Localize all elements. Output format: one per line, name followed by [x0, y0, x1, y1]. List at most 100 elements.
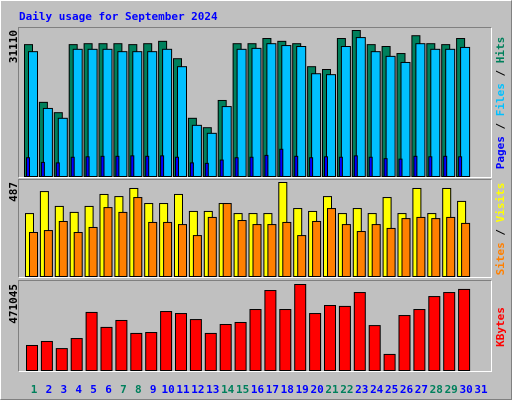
bar: [26, 344, 38, 371]
y-tick-label: 487: [7, 182, 20, 202]
bar: [175, 313, 187, 372]
bar: [132, 51, 143, 177]
x-tick-label: 24: [370, 383, 384, 396]
x-tick-label: 7: [120, 383, 127, 396]
bar: [57, 117, 68, 178]
x-tick-label: 15: [236, 383, 249, 396]
bar: [446, 216, 456, 277]
panel-bevel: [18, 179, 492, 278]
bar: [40, 340, 53, 371]
bar: [70, 338, 83, 372]
bar: [204, 162, 209, 177]
bar: [236, 48, 247, 177]
bar: [431, 218, 441, 277]
bar: [103, 207, 113, 278]
x-tick-label: 12: [191, 383, 204, 396]
x-tick-label: 1: [31, 383, 38, 396]
bar: [219, 159, 224, 178]
bar: [386, 227, 396, 277]
x-tick-label: 4: [75, 383, 82, 396]
bar: [340, 46, 351, 177]
legend-entry: Hits: [494, 37, 507, 64]
bar: [281, 45, 292, 178]
bar: [309, 157, 314, 178]
bar: [85, 156, 90, 177]
bar: [252, 224, 262, 278]
x-tick-label: 23: [355, 383, 368, 396]
legend-separator: /: [494, 222, 507, 242]
bar: [145, 332, 158, 372]
bar: [219, 323, 232, 372]
legend-entry: Sites: [494, 242, 507, 275]
bar: [428, 156, 433, 177]
bar: [353, 292, 366, 371]
bar: [383, 353, 396, 371]
bar: [42, 107, 53, 177]
bar: [398, 315, 411, 372]
bar: [267, 224, 277, 278]
bar: [443, 155, 448, 177]
bar: [100, 326, 113, 371]
x-tick-label: 10: [161, 383, 174, 396]
bar: [160, 155, 165, 178]
panel-bevel: [18, 27, 492, 178]
bar: [102, 48, 113, 177]
bar: [294, 155, 299, 177]
x-tick-label: 11: [176, 383, 190, 396]
bar: [338, 305, 351, 372]
bar: [264, 154, 269, 178]
bar: [458, 156, 463, 177]
bar: [222, 203, 232, 277]
bar: [368, 156, 373, 178]
bar: [400, 61, 411, 178]
bar: [356, 231, 366, 277]
bar: [428, 296, 441, 371]
bar: [413, 155, 418, 177]
x-tick-label: 31: [474, 383, 488, 396]
bar: [207, 216, 217, 277]
bar: [40, 161, 45, 178]
x-tick-label: 9: [150, 383, 157, 396]
bar: [160, 311, 173, 372]
x-tick-label: 8: [135, 383, 142, 396]
bar: [26, 157, 30, 178]
bar: [55, 348, 68, 372]
bar: [204, 332, 217, 371]
bar: [130, 155, 135, 178]
bar: [279, 309, 292, 372]
y-tick-label: 31110: [7, 30, 20, 63]
bar: [413, 309, 426, 372]
panel-bevel: [18, 280, 492, 372]
bar: [368, 325, 381, 372]
bar: [296, 46, 307, 177]
bar: [55, 162, 60, 177]
bar: [234, 157, 239, 178]
bar: [326, 74, 336, 177]
bar: [312, 220, 322, 277]
bar: [58, 220, 68, 277]
bar: [234, 321, 247, 372]
bar: [70, 156, 75, 178]
bar: [282, 221, 292, 277]
bar: [266, 43, 277, 178]
bar: [43, 230, 53, 277]
bar: [87, 48, 98, 177]
bar: [72, 48, 83, 177]
legend-entry: Visits: [494, 183, 507, 223]
bar: [118, 211, 128, 277]
x-tick-label: 28: [430, 383, 443, 396]
bar: [221, 106, 232, 177]
legend-entry: Pages: [494, 136, 507, 169]
bar: [430, 48, 441, 177]
bar: [324, 305, 336, 371]
bar: [85, 311, 98, 372]
bar: [147, 51, 158, 177]
x-tick-label: 2: [46, 383, 53, 396]
x-tick-label: 18: [281, 383, 294, 396]
x-tick-label: 16: [251, 383, 265, 396]
chart-title: Daily usage for September 2024: [19, 10, 218, 23]
bar: [355, 37, 366, 177]
x-tick-label: 6: [105, 383, 112, 396]
bar: [117, 51, 128, 177]
